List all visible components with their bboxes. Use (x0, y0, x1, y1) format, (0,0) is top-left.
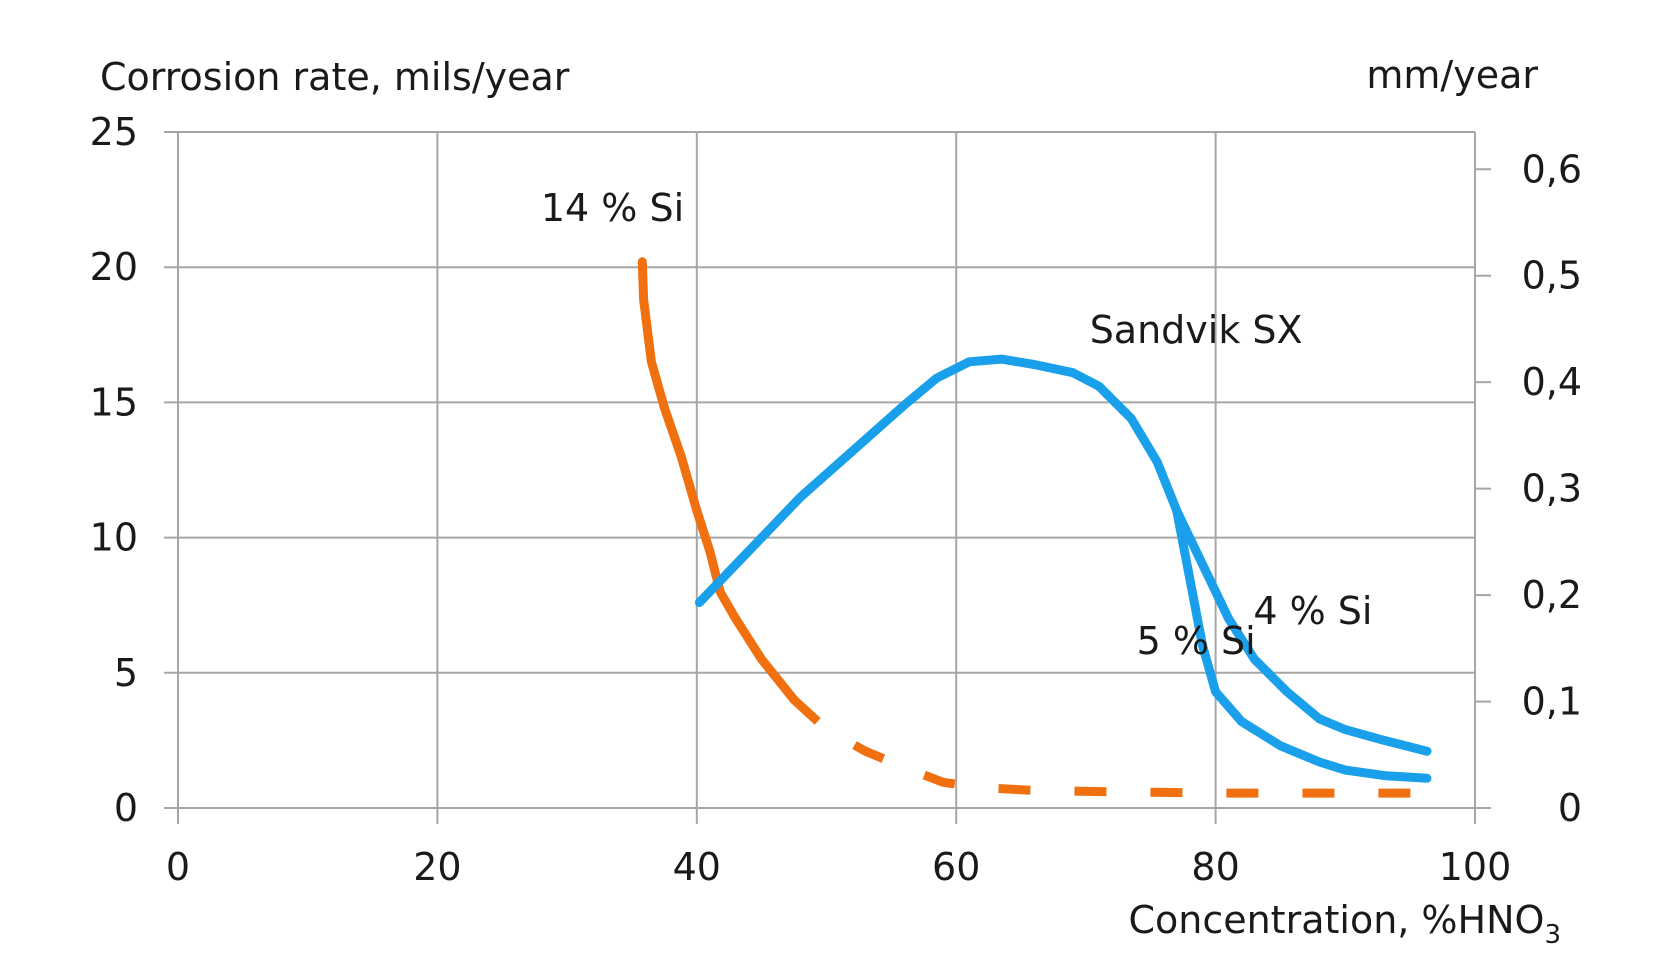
series-line-14-si-extrapolated (791, 696, 1424, 798)
y-axis-title: Corrosion rate, mils/year (100, 55, 570, 99)
series-annotation: 5 % Si (1137, 619, 1256, 663)
y-right-tick-label: 0,1 (1522, 680, 1582, 724)
series-line-14-si (637, 257, 799, 705)
x-tick-label: 60 (932, 845, 980, 889)
series-group (637, 257, 1432, 798)
series-annotation: Sandvik SX (1090, 308, 1303, 352)
x-tick-label: 20 (413, 845, 461, 889)
x-axis-title: Concentration, %HNO3 (1128, 898, 1561, 950)
x-axis-title-subscript: 3 (1544, 920, 1561, 950)
y-right-tick-label: 0 (1558, 786, 1582, 830)
series-annotation: 14 % Si (541, 186, 684, 230)
y-tick-label: 20 (90, 245, 138, 289)
series-line-sandvik-sx (694, 354, 1182, 607)
x-tick-label: 80 (1191, 845, 1239, 889)
y-tick-label: 10 (90, 516, 138, 560)
axes (1475, 168, 1491, 809)
y-tick-label: 25 (90, 110, 138, 154)
y-right-tick-label: 0,4 (1522, 360, 1582, 404)
x-tick-label: 100 (1439, 845, 1512, 889)
grid (164, 131, 1476, 824)
x-tick-label: 0 (166, 845, 190, 889)
y-right-axis-title: mm/year (1366, 53, 1538, 97)
y-tick-label: 0 (114, 786, 138, 830)
y-right-tick-label: 0,3 (1522, 467, 1582, 511)
x-tick-label: 40 (673, 845, 721, 889)
y-right-tick-label: 0,6 (1522, 147, 1582, 191)
y-right-tick-label: 0,2 (1522, 573, 1582, 617)
series-line-5-si (1172, 506, 1432, 783)
y-tick-label: 5 (114, 651, 138, 695)
y-tick-label: 15 (90, 380, 138, 424)
y-right-tick-label: 0,5 (1522, 254, 1582, 298)
labels: Corrosion rate, mils/year mm/year Concen… (90, 53, 1582, 950)
x-axis-title-main: Concentration, %HNO (1128, 898, 1544, 942)
series-line-4-si (1172, 506, 1432, 756)
series-annotation: 4 % Si (1253, 589, 1372, 633)
